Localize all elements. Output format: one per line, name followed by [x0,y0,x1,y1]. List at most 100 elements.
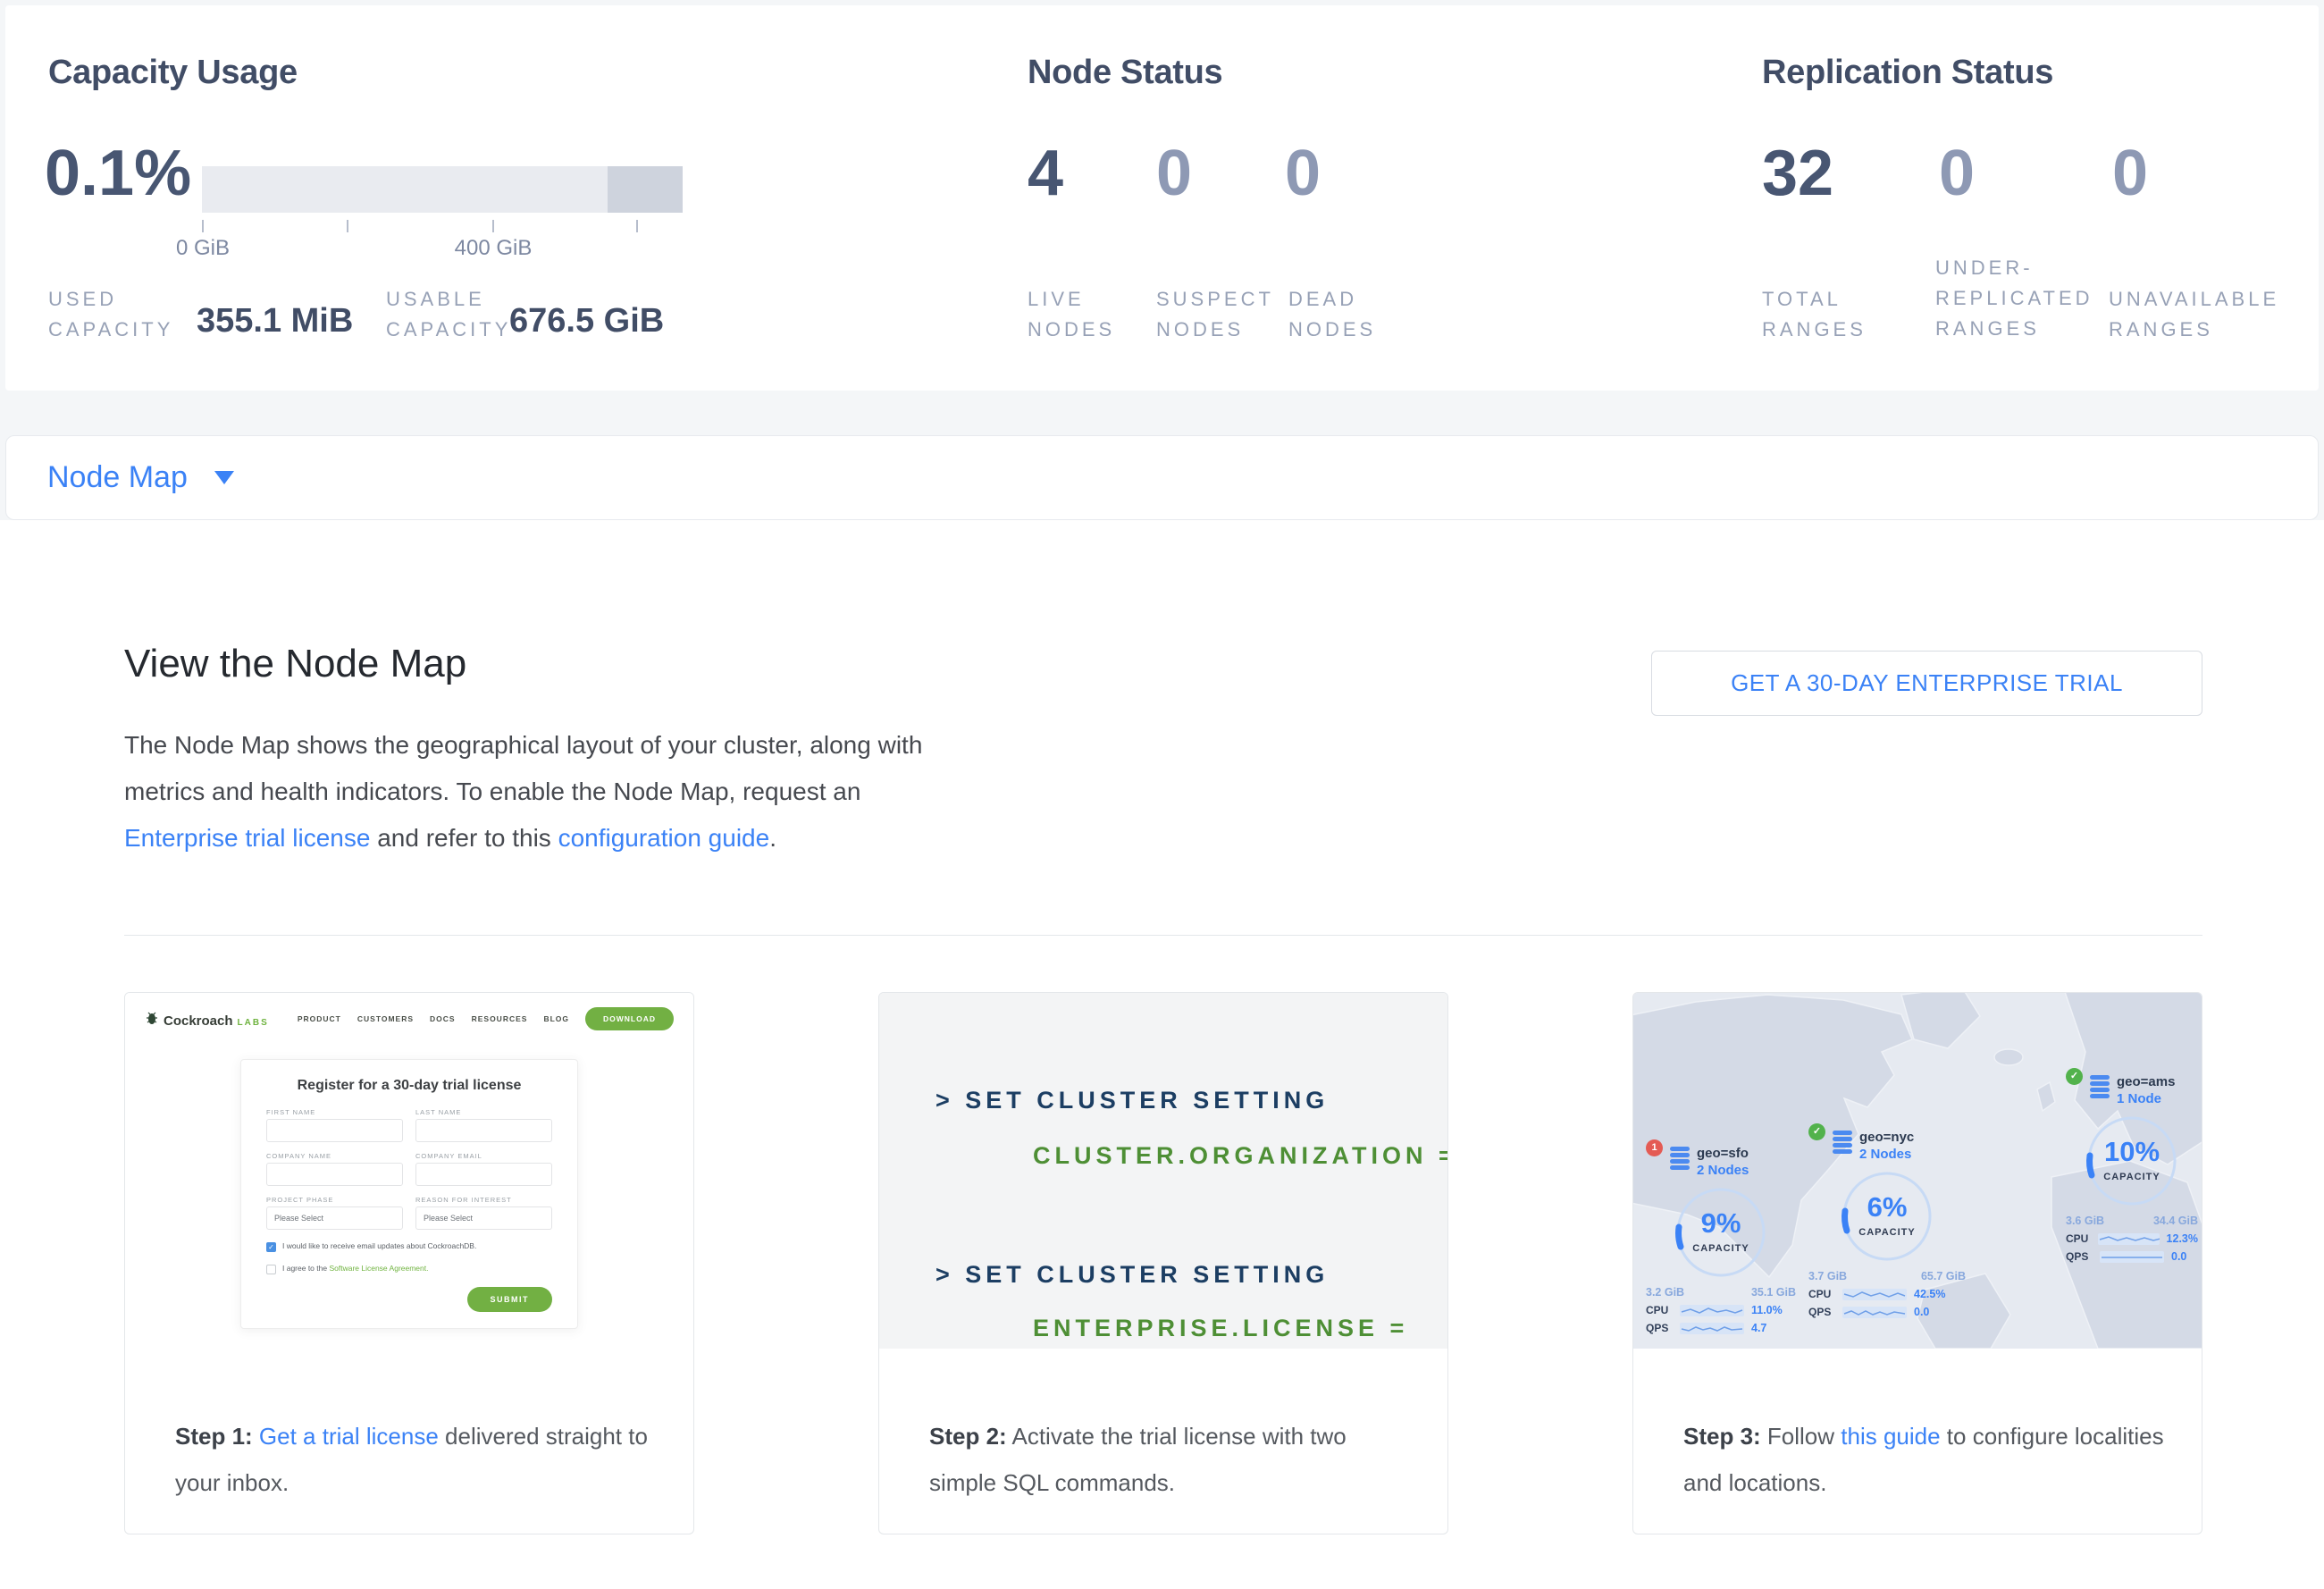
node-map-dropdown[interactable]: Node Map [47,436,234,519]
capacity-tick-0 [202,220,204,232]
checkbox-unchecked-icon [266,1265,276,1274]
license-agreement-checkbox-row: I agree to the Software License Agreemen… [266,1264,552,1274]
cockroach-site-thumbnail: Cockroach LABS PRODUCT CUSTOMERS DOCS RE… [125,993,693,1386]
reason-select: Please Select [415,1206,552,1230]
under-replicated-ranges-value: 0 [1939,138,1976,209]
nyc-qps-row: QPS 0.0 [1808,1306,1930,1318]
site-nav: PRODUCT CUSTOMERS DOCS RESOURCES BLOG DO… [298,1007,674,1030]
capacity-tick-label-400: 400 GiB [454,236,533,260]
live-nodes-value: 4 [1028,138,1064,209]
sfo-locality-name: geo=sfo [1697,1146,1749,1161]
capacity-bar [202,166,683,213]
step1-caption: Step 1: Get a trial license delivered st… [175,1423,648,1496]
ams-capacity-range: 3.6 GiB 34.4 GiB [2066,1215,2198,1227]
sql-commands-panel: > SET CLUSTER SETTING CLUSTER.ORGANIZATI… [879,993,1447,1349]
company-name-field [266,1163,403,1186]
capacity-bar-reserved-segment [608,166,683,213]
description-text-1: The Node Map shows the geographical layo… [124,731,923,805]
project-phase-label: PROJECT PHASE [266,1196,334,1204]
email-updates-text: I would like to receive email updates ab… [282,1241,477,1250]
reason-label: REASON FOR INTEREST [415,1196,512,1204]
last-name-label: LAST NAME [415,1108,462,1116]
replication-status-title: Replication Status [1762,54,2054,91]
nyc-capacity-label: CAPACITY [1858,1227,1916,1238]
site-submit-button: SUBMIT [466,1287,552,1312]
nyc-capacity-gauge: 6% CAPACITY [1832,1168,1942,1268]
nyc-header: ✓ geo=nyc 2 Nodes [1808,1123,1966,1163]
total-ranges-value: 32 [1762,138,1834,209]
cpu-sparkline [1842,1288,1907,1300]
description-text-3: . [769,824,776,852]
site-header: Cockroach LABS PRODUCT CUSTOMERS DOCS RE… [125,993,693,1036]
ams-used: 3.6 GiB [2066,1215,2105,1227]
site-nav-resources: RESOURCES [471,1014,528,1023]
form-title: Register for a 30-day trial license [297,1078,522,1093]
get-trial-license-link[interactable]: Get a trial license [258,1423,439,1450]
map-node-ams: ✓ geo=ams 1 Node 10% CAPACITY [2066,1068,2198,1263]
nyc-cpu-row: CPU 42.5% [1808,1288,1946,1300]
email-updates-checkbox-row: ✓ I would like to receive email updates … [266,1241,552,1252]
capacity-tick-400 [492,220,494,232]
enterprise-trial-license-link[interactable]: Enterprise trial license [124,824,371,852]
suspect-nodes-label: SUSPECT NODES [1156,288,1274,340]
this-guide-link[interactable]: this guide [1841,1423,1941,1450]
capacity-usage-title: Capacity Usage [48,54,298,91]
step1-card: Cockroach LABS PRODUCT CUSTOMERS DOCS RE… [124,992,694,1534]
unavailable-ranges-label: UNAVAILABLE RANGES [2109,288,2280,340]
form-fields: FIRST NAME LAST NAME COMPANY NAME COMPAN… [266,1108,552,1230]
sql-arg-1: CLUSTER.ORGANIZATION = [1033,1142,1448,1169]
under-replicated-ranges-label: UNDER- REPLICATED RANGES [1935,256,2093,340]
site-download-button: DOWNLOAD [585,1007,674,1030]
database-stack-icon [1833,1131,1852,1154]
nyc-used: 3.7 GiB [1808,1270,1848,1282]
ams-qps-row: QPS 0.0 [2066,1250,2187,1263]
nyc-locality-name: geo=nyc [1859,1130,1915,1145]
usable-capacity-label: USABLE CAPACITY [386,288,512,340]
suspect-nodes-value: 0 [1156,138,1193,209]
warning-badge-icon: 1 [1646,1139,1663,1156]
site-brand-text: Cockroach [164,1013,233,1029]
last-name-field [415,1119,552,1142]
used-capacity-value: 355.1 MiB [197,302,354,340]
company-name-label: COMPANY NAME [266,1152,331,1160]
sfo-header: 1 geo=sfo 2 Nodes [1646,1139,1796,1179]
company-email-label: COMPANY EMAIL [415,1152,482,1160]
step3-caption: Step 3: Follow this guide to configure l… [1683,1423,2164,1496]
step2-caption: Step 2: Activate the trial license with … [929,1423,1347,1496]
capacity-tick-600 [636,220,638,232]
configuration-guide-link[interactable]: configuration guide [558,824,770,852]
ams-locality-name: geo=ams [2117,1074,2176,1089]
nyc-total: 65.7 GiB [1920,1270,1966,1282]
sfo-capacity-percent: 9% [1700,1207,1741,1239]
live-nodes-label: LIVE NODES [1028,288,1116,340]
node-map-dropdown-label: Node Map [47,460,188,494]
step2-label: Step 2: [929,1423,1007,1450]
world-map [1633,993,2202,1349]
used-capacity-label: USED CAPACITY [48,288,174,340]
site-nav-customers: CUSTOMERS [357,1014,415,1023]
submit-row: SUBMIT [266,1287,552,1312]
capacity-tick-label-0: 0 GiB [175,236,231,260]
license-agreement-text: I agree to the Software License Agreemen… [282,1264,429,1273]
cockroach-icon [147,1012,157,1024]
nyc-capacity-range: 3.7 GiB 65.7 GiB [1808,1270,1966,1282]
chevron-down-icon [214,471,234,484]
page-title: View the Node Map [124,642,467,685]
dead-nodes-label: DEAD NODES [1288,288,1377,340]
sql-arg-2: ENTERPRISE.LICENSE = [1033,1315,1409,1341]
qps-sparkline [1680,1322,1744,1334]
sfo-capacity-range: 3.2 GiB 35.1 GiB [1646,1286,1796,1299]
sql-command-1: > SET CLUSTER SETTING [935,1087,1330,1114]
healthy-badge-icon: ✓ [1808,1123,1825,1140]
map-node-sfo: 1 geo=sfo 2 Nodes 9% CAPACITY [1646,1139,1796,1334]
ams-capacity-gauge: 10% CAPACITY [2076,1113,2187,1213]
node-map-preview: 1 geo=sfo 2 Nodes 9% CAPACITY [1633,993,2202,1349]
unavailable-ranges-value: 0 [2112,138,2149,209]
dead-nodes-value: 0 [1285,138,1321,209]
get-enterprise-trial-button[interactable]: GET A 30-DAY ENTERPRISE TRIAL [1651,651,2202,716]
ams-capacity-label: CAPACITY [2103,1172,2160,1182]
trial-license-form: Register for a 30-day trial license FIRS… [240,1059,578,1329]
ams-cpu-row: CPU 12.3% [2066,1232,2198,1245]
usable-capacity-value: 676.5 GiB [509,302,665,340]
